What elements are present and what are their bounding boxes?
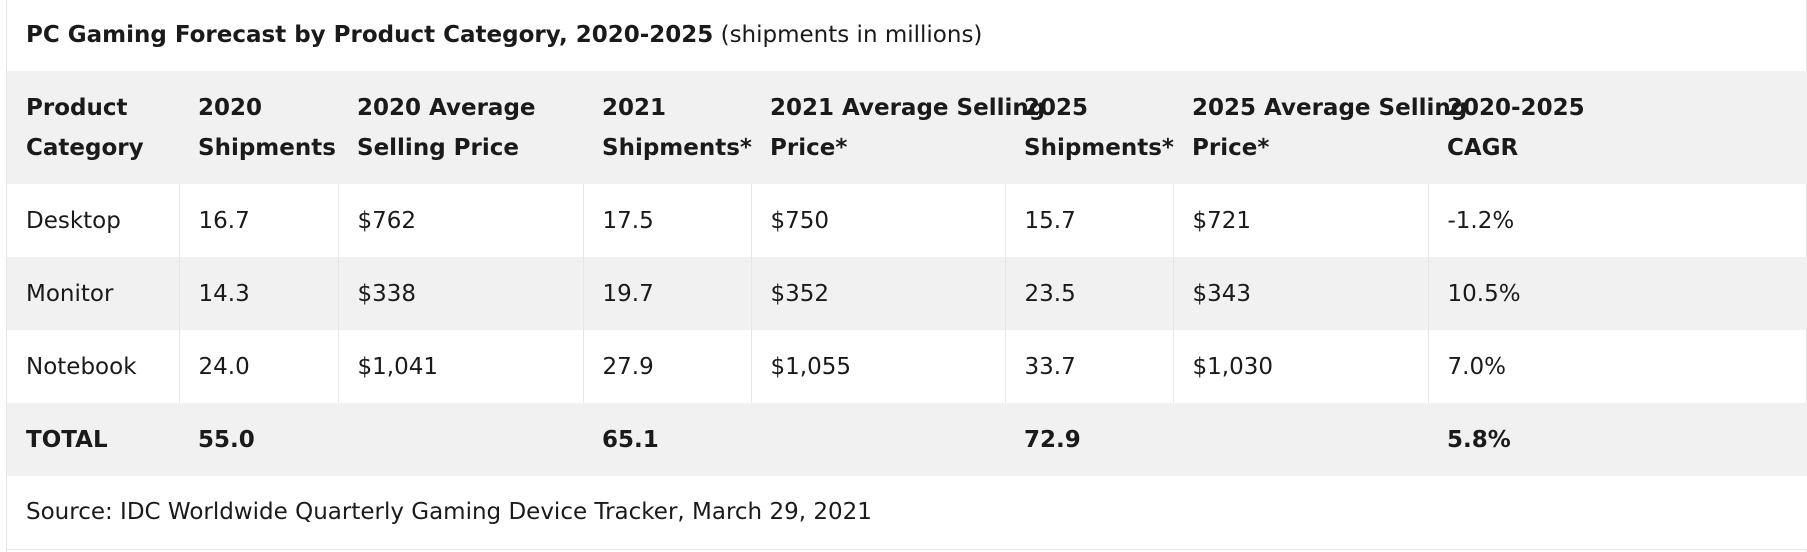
table-cell: 10.5%: [1428, 257, 1807, 330]
caption-title: PC Gaming Forecast by Product Category, …: [26, 22, 714, 48]
total-cell: [338, 403, 583, 476]
table-cell: $1,041: [338, 330, 584, 403]
total-cell: [1173, 403, 1428, 476]
header-cagr: 2020-2025 CAGR: [1428, 71, 1807, 184]
table-cell: 27.9: [583, 330, 752, 403]
header-2021-asp: 2021 Average Selling Price*: [751, 71, 1045, 184]
table-cell: 16.7: [179, 184, 339, 257]
header-2020-asp: 2020 Average Selling Price: [338, 71, 583, 184]
total-label: TOTAL: [7, 403, 179, 476]
table-caption: PC Gaming Forecast by Product Category, …: [7, 0, 1806, 71]
total-cell: 65.1: [583, 403, 751, 476]
header-product-category: Product Category: [7, 71, 179, 184]
total-row: TOTAL 55.0 65.1 72.9 5.8%: [7, 403, 1807, 476]
total-cell: 5.8%: [1428, 403, 1807, 476]
table-cell: Notebook: [7, 330, 180, 403]
table-cell: 7.0%: [1447, 353, 1506, 380]
total-cell: 55.0: [179, 403, 338, 476]
total-cell: [751, 403, 1005, 476]
source-row: Source: IDC Worldwide Quarterly Gaming D…: [7, 476, 1807, 550]
source-note: Source: IDC Worldwide Quarterly Gaming D…: [7, 476, 1807, 550]
table-cell: $338: [338, 257, 584, 330]
table-cell: 23.5: [1005, 257, 1174, 330]
header-2021-shipments: 2021 Shipments*: [583, 71, 752, 184]
table-row: Monitor 14.3 $338 19.7 $352 23.5 $343 10…: [7, 257, 1807, 330]
table-row: Notebook 24.0 $1,041 27.9 $1,055 33.7 $1…: [7, 330, 1807, 403]
table-cell: $352: [751, 257, 1006, 330]
caption-subtitle: (shipments in millions): [720, 22, 983, 48]
forecast-table: Product Category 2020 Shipments 2020 Avera…: [7, 71, 1807, 550]
header-2025-shipments: 2025 Shipments*: [1005, 71, 1174, 184]
header-row: Product Category 2020 Shipments 2020 Avera…: [7, 71, 1807, 184]
table-cell: $1,055: [751, 330, 1006, 403]
table-cell: 17.5: [583, 184, 752, 257]
table-cell: 24.0: [179, 330, 339, 403]
table-cell: 33.7: [1005, 330, 1174, 403]
header-2020-shipments: 2020 Shipments: [179, 71, 338, 184]
total-cell: 72.9: [1005, 403, 1173, 476]
table-cell: 14.3: [179, 257, 339, 330]
table-cell: $1,030: [1173, 330, 1429, 403]
table-cell: $343: [1173, 257, 1429, 330]
table-cell: $750: [751, 184, 1006, 257]
table-cell: $721: [1173, 184, 1429, 257]
table-cell: -1.2%: [1447, 207, 1515, 234]
table-cell: 15.7: [1005, 184, 1174, 257]
table-cell: $762: [338, 184, 584, 257]
table-cell: Monitor: [7, 257, 180, 330]
table-row: Desktop 16.7 $762 17.5 $750 15.7 $721 -1…: [7, 184, 1807, 257]
header-2025-asp: 2025 Average Selling Price*: [1173, 71, 1467, 184]
forecast-table-container: PC Gaming Forecast by Product Category, …: [6, 0, 1807, 552]
table-cell: Desktop: [7, 184, 180, 257]
table-cell: 19.7: [583, 257, 752, 330]
